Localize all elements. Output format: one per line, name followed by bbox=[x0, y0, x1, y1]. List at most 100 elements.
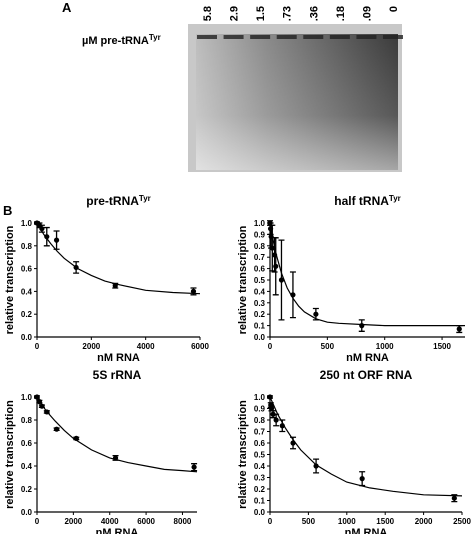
gel-label: µM pre-tRNATyr bbox=[82, 33, 161, 47]
y-tick-label: 0.1 bbox=[254, 322, 266, 331]
data-point bbox=[44, 234, 50, 240]
chart-title: pre-tRNATyr bbox=[86, 194, 151, 208]
y-tick-label: 0.2 bbox=[21, 485, 33, 494]
data-point bbox=[267, 394, 273, 400]
data-point bbox=[34, 394, 40, 400]
x-tick-label: 4000 bbox=[101, 517, 119, 526]
lane-label: .18 bbox=[335, 6, 347, 21]
x-tick-label: 0 bbox=[268, 517, 273, 526]
y-tick-label: 0.8 bbox=[254, 416, 266, 425]
x-tick-label: 2000 bbox=[415, 517, 433, 526]
x-tick-label: 6000 bbox=[191, 342, 209, 351]
y-tick-label: 0.9 bbox=[254, 405, 266, 414]
data-point bbox=[54, 426, 60, 432]
y-tick-label: 0.4 bbox=[254, 462, 266, 471]
data-point bbox=[36, 399, 42, 405]
y-tick-label: 1.0 bbox=[21, 219, 33, 228]
data-point bbox=[53, 237, 60, 243]
y-tick-label: 0.7 bbox=[254, 253, 266, 262]
data-point bbox=[313, 311, 319, 317]
x-tick-label: 2000 bbox=[64, 517, 82, 526]
gel-well-band bbox=[356, 35, 377, 39]
x-tick-label: 6000 bbox=[137, 517, 155, 526]
data-point bbox=[39, 226, 45, 232]
x-tick-label: 500 bbox=[321, 342, 335, 351]
data-point bbox=[112, 455, 119, 461]
gel-label-text: µM pre-tRNA bbox=[82, 35, 149, 47]
data-point bbox=[290, 292, 296, 298]
x-tick-label: 8000 bbox=[174, 517, 192, 526]
data-point bbox=[359, 476, 365, 482]
y-tick-label: 1.0 bbox=[21, 393, 33, 402]
x-tick-label: 1500 bbox=[376, 517, 394, 526]
data-point bbox=[73, 264, 79, 271]
y-tick-label: 0.0 bbox=[21, 333, 33, 342]
y-tick-label: 0.7 bbox=[254, 428, 266, 437]
data-point bbox=[279, 423, 285, 429]
y-tick-label: 0.6 bbox=[254, 439, 266, 448]
x-axis-label: nM RNA bbox=[345, 527, 388, 534]
fit-curve bbox=[269, 396, 463, 497]
gel-label-sup: Tyr bbox=[149, 33, 161, 42]
title-text: half tRNA bbox=[334, 194, 389, 208]
panel-label: A bbox=[62, 0, 72, 15]
data-point bbox=[270, 411, 276, 417]
gel-image bbox=[188, 24, 403, 172]
y-axis-label: relative transcription bbox=[4, 400, 16, 509]
y-tick-label: 0.5 bbox=[254, 276, 266, 285]
data-point bbox=[44, 409, 50, 415]
data-point bbox=[290, 440, 296, 446]
fit-curve bbox=[36, 222, 201, 295]
y-tick-label: 0.2 bbox=[21, 310, 33, 319]
y-tick-label: 0.4 bbox=[254, 287, 266, 296]
x-axis-label: nM RNA bbox=[96, 527, 139, 534]
title-text: 5S rRNA bbox=[93, 368, 142, 382]
data-point bbox=[73, 435, 79, 441]
gel-well-band bbox=[383, 35, 403, 39]
x-tick-label: 0 bbox=[268, 342, 273, 351]
lane-label: 5.8 bbox=[202, 6, 214, 21]
x-tick-label: 500 bbox=[302, 517, 316, 526]
title-text: pre-tRNA bbox=[86, 194, 139, 208]
lane-label: 1.5 bbox=[255, 6, 267, 21]
gel-well-band bbox=[276, 35, 297, 39]
x-tick-label: 2000 bbox=[82, 342, 100, 351]
x-axis-label: nM RNA bbox=[346, 352, 389, 364]
data-point bbox=[268, 405, 275, 412]
y-tick-label: 0.1 bbox=[254, 497, 266, 506]
y-axis-label: relative transcription bbox=[237, 225, 249, 334]
data-point bbox=[278, 277, 285, 283]
lane-label: .73 bbox=[282, 6, 294, 21]
x-tick-label: 4000 bbox=[137, 342, 155, 351]
gel-well-band bbox=[329, 35, 350, 39]
y-tick-label: 0.2 bbox=[254, 310, 266, 319]
gel-well-band bbox=[197, 35, 217, 39]
chart-title: half tRNATyr bbox=[334, 194, 401, 208]
x-tick-label: 1000 bbox=[338, 517, 356, 526]
fit-curve bbox=[269, 222, 465, 327]
data-point bbox=[359, 323, 365, 329]
x-tick-label: 2500 bbox=[453, 517, 471, 526]
y-tick-label: 1.0 bbox=[254, 219, 266, 228]
y-tick-label: 0.4 bbox=[21, 287, 33, 296]
title-text: 250 nt ORF RNA bbox=[320, 368, 413, 382]
data-point bbox=[273, 417, 279, 423]
y-tick-label: 0.8 bbox=[21, 416, 33, 425]
fit-curve bbox=[36, 396, 198, 473]
lane-label: .09 bbox=[361, 6, 373, 21]
y-axis-label: relative transcription bbox=[4, 225, 16, 334]
y-axis-label: relative transcription bbox=[237, 400, 249, 509]
y-tick-label: 0.3 bbox=[254, 474, 266, 483]
y-tick-label: 0.8 bbox=[21, 242, 33, 251]
y-tick-label: 0.0 bbox=[254, 508, 266, 517]
y-tick-label: 0.4 bbox=[21, 462, 33, 471]
chart-title: 5S rRNA bbox=[93, 368, 142, 382]
data-point bbox=[39, 403, 45, 409]
x-tick-label: 0 bbox=[35, 517, 40, 526]
data-point bbox=[190, 288, 197, 294]
gel-well-band bbox=[223, 35, 244, 39]
chart-title: 250 nt ORF RNA bbox=[320, 368, 413, 382]
data-point bbox=[191, 464, 197, 470]
data-point bbox=[313, 463, 319, 469]
